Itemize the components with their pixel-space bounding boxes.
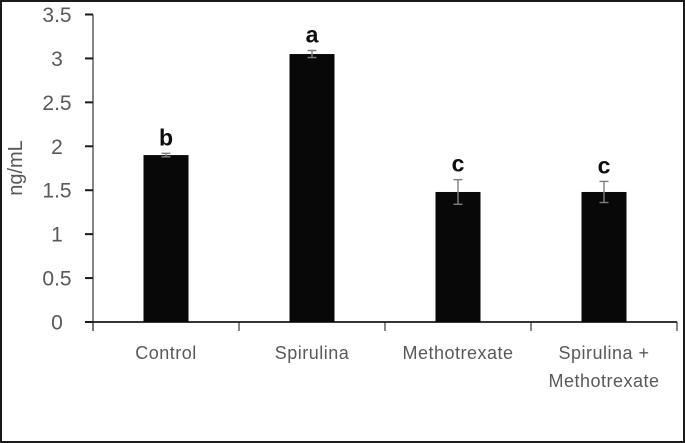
sig-letter-methotrexate: c — [452, 151, 465, 177]
y-tick-label: 0.5 — [42, 268, 71, 291]
bar-spirulina-methotrexate — [581, 191, 627, 322]
y-tick-label: 3.5 — [42, 4, 71, 27]
x-axis-label-spirulina-methotrexate: Spirulina + — [558, 343, 649, 363]
y-tick-label: 3 — [51, 48, 63, 71]
sig-letter-spirulina-methotrexate: c — [598, 152, 611, 178]
sig-letter-spirulina: a — [306, 22, 319, 48]
y-axis-title: ng/mL — [5, 140, 27, 196]
x-axis-label-spirulina: Spirulina — [275, 343, 350, 363]
y-tick-label: 2.5 — [42, 92, 71, 115]
x-axis-label-spirulina-methotrexate: Methotrexate — [548, 371, 659, 391]
x-axis-label-control: Control — [135, 343, 197, 363]
y-tick-label: 2 — [51, 136, 63, 159]
y-tick-label: 1.5 — [42, 180, 71, 203]
bar-methotrexate — [435, 191, 481, 322]
sig-letter-control: b — [159, 124, 173, 150]
y-tick-label: 1 — [51, 224, 63, 247]
y-tick-label: 0 — [51, 312, 63, 335]
x-axis-label-methotrexate: Methotrexate — [402, 343, 513, 363]
bar-control — [143, 155, 189, 322]
bar-spirulina — [289, 54, 335, 323]
